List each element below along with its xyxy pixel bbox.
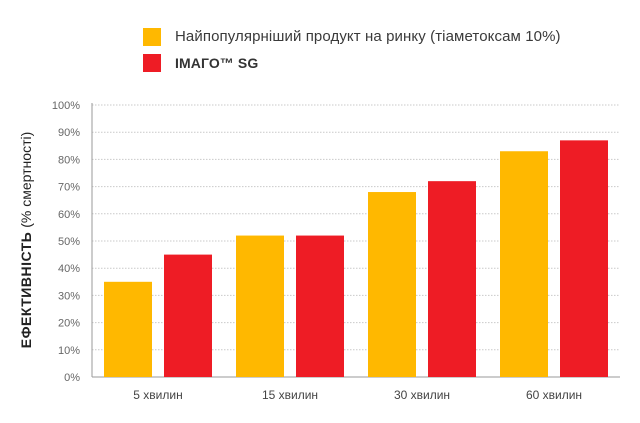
bar — [164, 254, 212, 377]
bar — [368, 192, 416, 377]
y-tick-label: 0% — [64, 372, 80, 384]
legend-item-imago: ІМАГО™ SG — [143, 51, 561, 74]
x-tick-label: 30 хвилин — [394, 388, 450, 402]
legend-label-competitor: Найпопулярніший продукт на ринку (тіамет… — [175, 28, 561, 45]
legend-swatch-imago — [143, 53, 161, 72]
bar — [500, 151, 548, 377]
x-tick-label: 60 хвилин — [526, 388, 582, 402]
bar — [428, 181, 476, 377]
bar — [236, 235, 284, 377]
y-tick-label: 60% — [58, 209, 80, 221]
bar — [560, 140, 608, 377]
y-tick-label: 70% — [58, 182, 80, 194]
y-tick-label: 80% — [58, 154, 80, 166]
y-tick-label: 100% — [52, 100, 80, 112]
legend-item-competitor: Найпопулярніший продукт на ринку (тіамет… — [143, 25, 561, 48]
x-tick-label: 5 хвилин — [133, 388, 182, 402]
y-tick-label: 90% — [58, 127, 80, 139]
legend: Найпопулярніший продукт на ринку (тіамет… — [143, 25, 561, 77]
y-tick-label: 40% — [58, 263, 80, 275]
legend-label-imago: ІМАГО™ SG — [175, 54, 259, 71]
legend-swatch-competitor — [143, 27, 161, 46]
bar — [104, 281, 152, 377]
y-tick-label: 10% — [58, 345, 80, 357]
x-tick-label: 15 хвилин — [262, 388, 318, 402]
bar — [296, 235, 344, 377]
y-tick-label: 20% — [58, 318, 80, 330]
y-tick-label: 30% — [58, 290, 80, 302]
y-tick-label: 50% — [58, 236, 80, 248]
